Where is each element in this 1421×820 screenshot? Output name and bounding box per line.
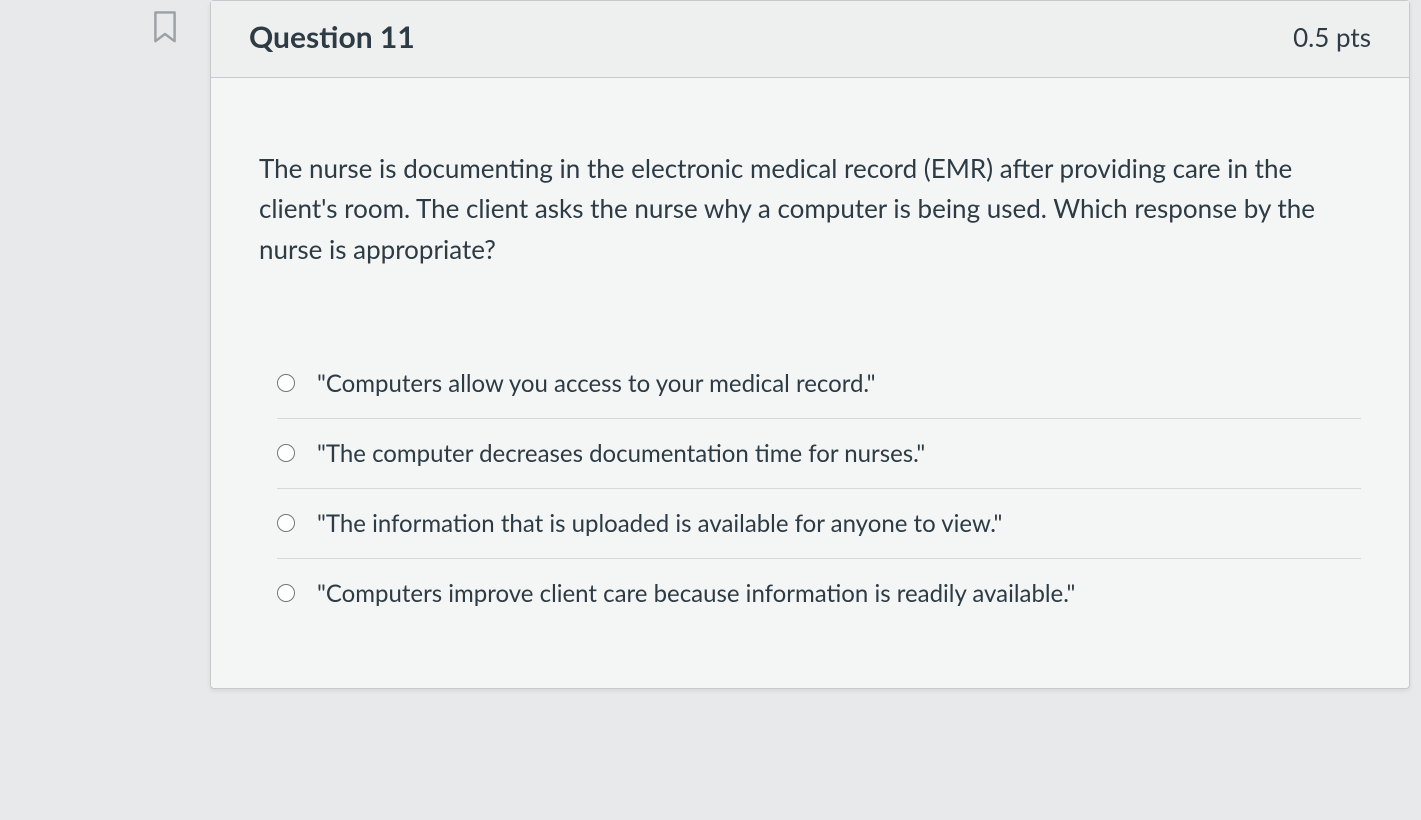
question-header: Question 11 0.5 pts bbox=[211, 1, 1409, 78]
flag-column bbox=[150, 10, 190, 46]
question-title: Question 11 bbox=[249, 19, 415, 55]
answer-label[interactable]: "The computer decreases documentation ti… bbox=[317, 439, 925, 468]
page-wrap: Question 11 0.5 pts The nurse is documen… bbox=[0, 0, 1421, 689]
answer-option[interactable]: "Computers allow you access to your medi… bbox=[277, 349, 1361, 419]
question-card: Question 11 0.5 pts The nurse is documen… bbox=[210, 0, 1410, 689]
answer-list: "Computers allow you access to your medi… bbox=[259, 349, 1361, 628]
question-text: The nurse is documenting in the electron… bbox=[259, 148, 1361, 269]
question-body: The nurse is documenting in the electron… bbox=[211, 78, 1409, 688]
answer-radio[interactable] bbox=[277, 584, 295, 602]
question-points: 0.5 pts bbox=[1293, 21, 1371, 53]
answer-label[interactable]: "Computers improve client care because i… bbox=[317, 579, 1075, 608]
answer-option[interactable]: "The information that is uploaded is ava… bbox=[277, 489, 1361, 559]
answer-option[interactable]: "The computer decreases documentation ti… bbox=[277, 419, 1361, 489]
answer-radio[interactable] bbox=[277, 374, 295, 392]
answer-label[interactable]: "The information that is uploaded is ava… bbox=[317, 509, 1002, 538]
bookmark-flag-icon[interactable] bbox=[150, 10, 180, 46]
answer-radio[interactable] bbox=[277, 514, 295, 532]
answer-label[interactable]: "Computers allow you access to your medi… bbox=[317, 369, 876, 398]
answer-option[interactable]: "Computers improve client care because i… bbox=[277, 559, 1361, 628]
answer-radio[interactable] bbox=[277, 444, 295, 462]
